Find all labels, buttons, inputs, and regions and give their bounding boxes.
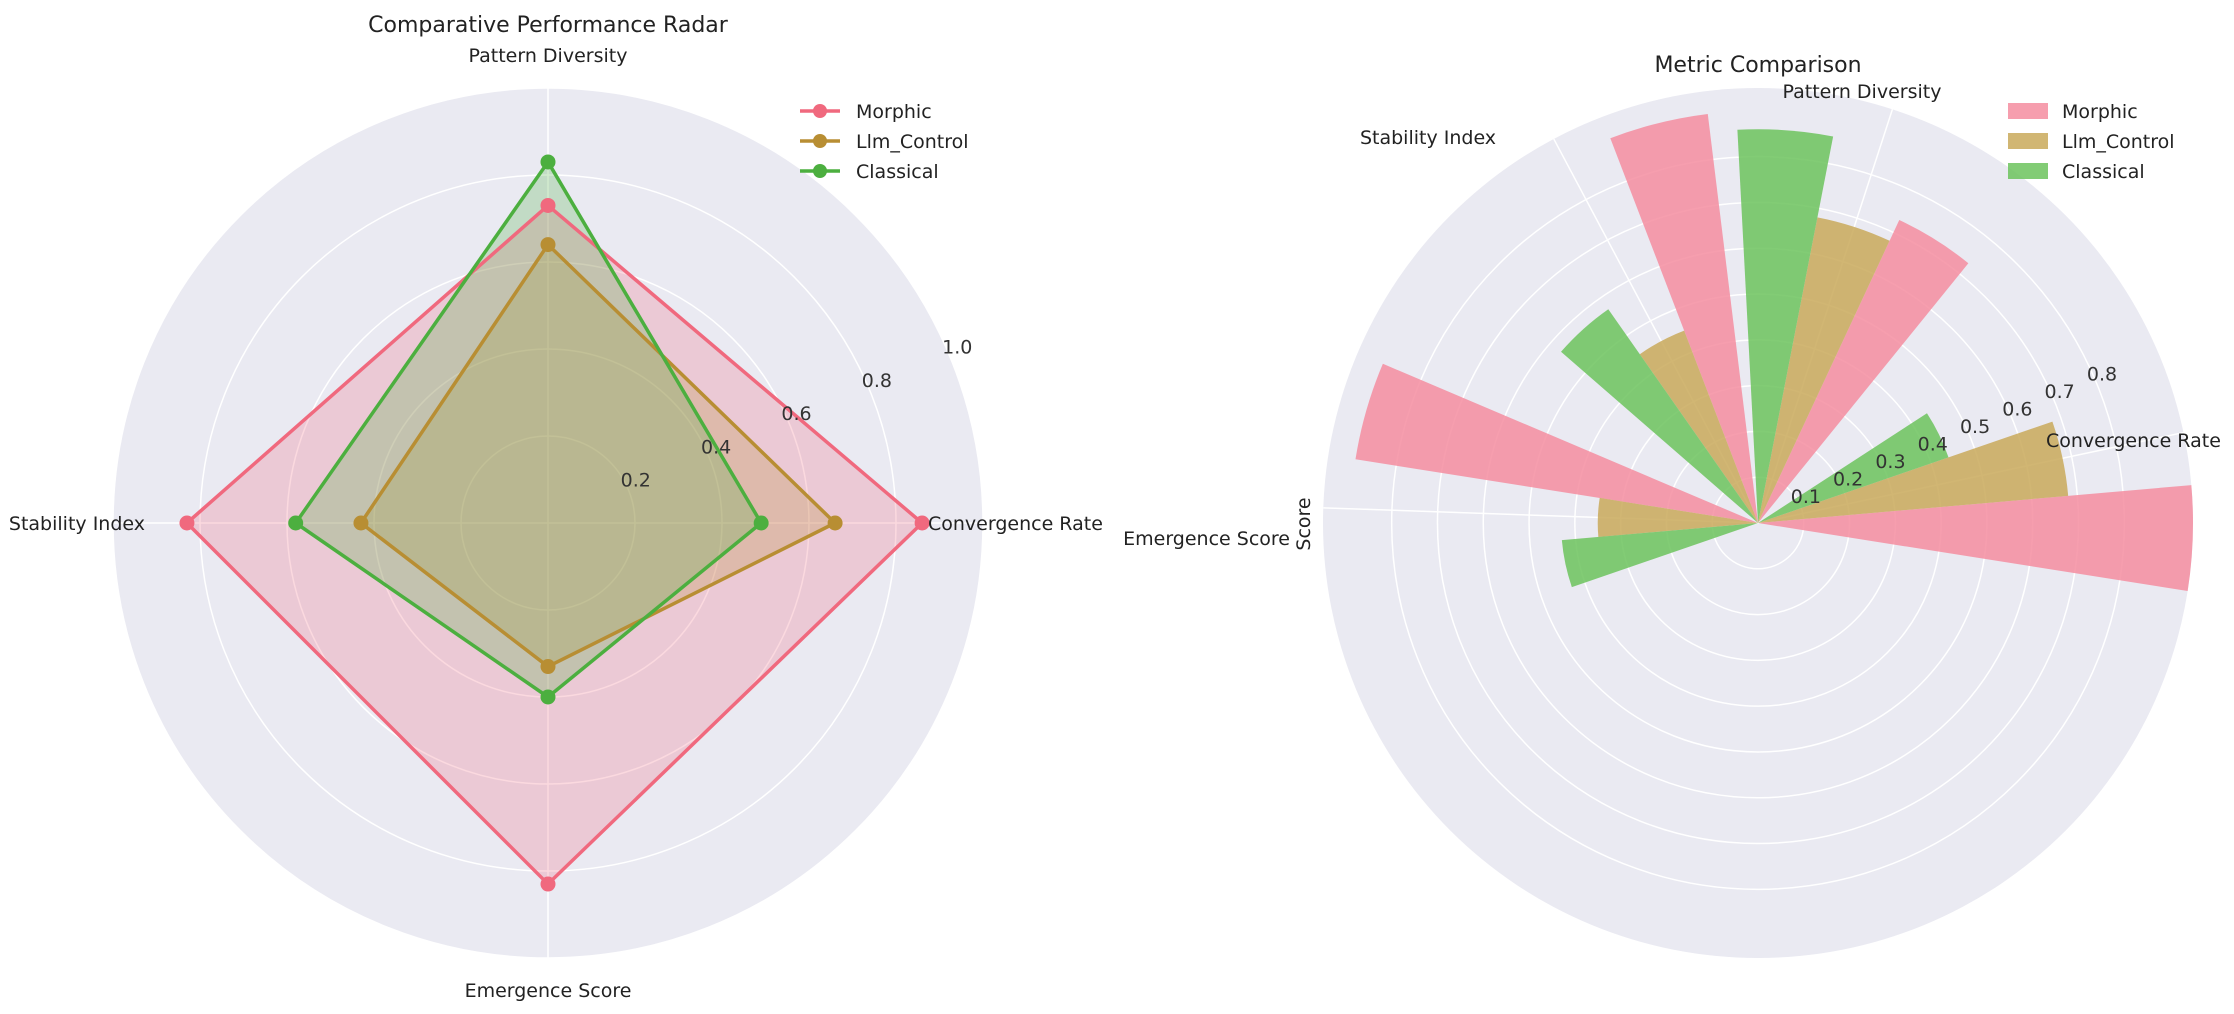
polar-tick-label: 0.5: [1960, 416, 1990, 438]
polar-legend: Morphic Llm_Control Classical: [2008, 101, 2175, 183]
legend-label-classical: Classical: [856, 161, 939, 183]
radar-chart: Comparative Performance Radar Convergenc…: [9, 13, 1103, 1002]
polar-category-label: Pattern Diversity: [1783, 81, 1942, 103]
polar-tick-label: 0.6: [2002, 399, 2032, 421]
radar-chart-title: Comparative Performance Radar: [368, 13, 729, 38]
radar-point-llm-control: [540, 237, 556, 253]
legend-marker-morphic: [813, 104, 827, 118]
legend-swatch-llm-control: [2008, 133, 2048, 149]
radar-point-morphic: [540, 876, 556, 892]
radar-area-morphic: [186, 205, 923, 885]
radar-category-label: Emergence Score: [465, 980, 632, 1002]
legend-label-llm-control: Llm_Control: [856, 131, 969, 153]
polar-category-label: Stability Index: [1360, 127, 1496, 149]
radar-tick-label: 1.0: [942, 336, 972, 358]
radar-point-classical: [288, 515, 304, 531]
radar-category-label: Stability Index: [9, 513, 145, 535]
radar-point-morphic: [914, 515, 930, 531]
polar-radial-ticks: 0.1 0.2 0.3 0.4 0.5 0.6 0.7 0.8: [1791, 364, 2117, 509]
radar-point-morphic: [540, 197, 556, 213]
legend-label-llm-control: Llm_Control: [2062, 131, 2175, 153]
polar-bar-morphic: [1355, 363, 1758, 523]
polar-bar-classical: [1561, 309, 1758, 523]
radar-category-labels: Convergence Rate Pattern Diversity Stabili…: [9, 45, 1103, 1002]
polar-bars: [1355, 113, 2194, 592]
radar-tick-label: 0.6: [781, 403, 811, 425]
radar-category-label: Convergence Rate: [928, 513, 1103, 535]
legend-label-morphic: Morphic: [856, 101, 932, 123]
radar-category-label: Pattern Diversity: [469, 45, 628, 67]
radar-radial-ticks: 0.2 0.4 0.6 0.8 1.0: [621, 336, 973, 491]
polar-bar-llm-control: [1758, 217, 1890, 523]
polar-chart-title: Metric Comparison: [1654, 53, 1861, 78]
polar-tick-label: 0.2: [1833, 469, 1863, 491]
polar-tick-label: 0.1: [1791, 486, 1821, 508]
legend-swatch-classical: [2008, 163, 2048, 179]
radar-tick-label: 0.8: [862, 370, 892, 392]
radar-point-classical: [540, 154, 556, 170]
polar-bar-chart: Metric Comparison 0.10.20.30.40.50.60.70…: [1123, 53, 2221, 958]
radar-point-llm-control: [827, 515, 843, 531]
radar-point-classical: [753, 515, 769, 531]
polar-bar-llm-control: [1597, 497, 1758, 537]
polar-bar-morphic: [1758, 220, 1969, 524]
legend-marker-llm-control: [813, 134, 827, 148]
polar-tick-label: 0.4: [1918, 434, 1948, 456]
polar-bar-morphic: [1758, 485, 2194, 592]
polar-tick-label: 0.7: [2045, 381, 2075, 403]
radar-point-morphic: [179, 515, 195, 531]
polar-bar-classical: [1737, 129, 1834, 524]
polar-category-labels: Convergence Rate Pattern Diversity Stabili…: [1123, 81, 2221, 550]
radar-legend: Morphic Llm_Control Classical: [800, 101, 969, 183]
radar-series: [179, 154, 930, 892]
polar-tick-label: 0.3: [1875, 451, 1905, 473]
polar-ylabel: Score: [1293, 497, 1315, 550]
legend-marker-classical: [813, 164, 827, 178]
radar-tick-label: 0.2: [621, 470, 651, 492]
polar-bar-classical: [1758, 413, 1949, 523]
radar-point-llm-control: [540, 659, 556, 675]
legend-swatch-morphic: [2008, 103, 2048, 119]
polar-tick-label: 0.8: [2087, 364, 2117, 386]
radar-tick-label: 0.4: [701, 436, 731, 458]
radar-point-classical: [540, 689, 556, 705]
polar-category-label: Convergence Rate: [2046, 430, 2221, 452]
polar-bar-llm-control: [1758, 421, 2069, 523]
legend-label-morphic: Morphic: [2062, 101, 2138, 123]
polar-bar-morphic: [1610, 113, 1758, 524]
polar-category-label: Emergence Score: [1123, 528, 1290, 550]
polar-bar-classical: [1561, 523, 1758, 588]
legend-label-classical: Classical: [2062, 161, 2145, 183]
radar-point-llm-control: [353, 515, 369, 531]
polar-bar-llm-control: [1639, 330, 1758, 523]
